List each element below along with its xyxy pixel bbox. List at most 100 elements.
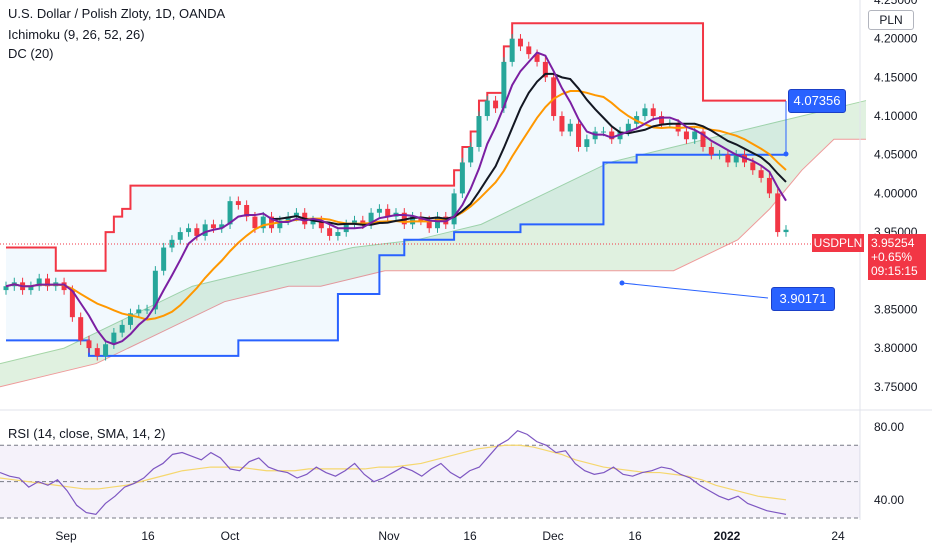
time-tick-label: Dec	[542, 529, 563, 543]
candle-body	[534, 54, 540, 62]
candle-body	[152, 270, 158, 310]
candle-body	[567, 123, 573, 132]
candle-body	[609, 131, 615, 140]
candle-body	[202, 224, 208, 236]
candle-body	[318, 220, 324, 229]
candle-body	[700, 131, 706, 147]
candle-body	[683, 131, 689, 140]
time-tick-label: 16	[141, 529, 155, 543]
candle-body	[468, 146, 474, 163]
candle-body	[186, 228, 192, 233]
donchian-channel	[6, 22, 786, 357]
candle-body	[235, 201, 241, 205]
candle-body	[244, 205, 250, 217]
lower-callout[interactable]: 3.90171	[771, 287, 835, 311]
candle-body	[750, 162, 756, 171]
candle-body	[111, 332, 117, 345]
dc-legend[interactable]: DC (20)	[8, 46, 54, 61]
candle-body	[210, 224, 216, 229]
candle-body	[3, 286, 9, 291]
candle-body	[509, 38, 515, 62]
candle-body	[310, 220, 316, 225]
candle-body	[293, 212, 299, 217]
price-tick-label: 3.80000	[874, 341, 918, 355]
candle-body	[252, 216, 258, 229]
senkou-span-b	[0, 138, 866, 388]
candle-body	[269, 216, 275, 229]
price-tick-label: 4.15000	[874, 70, 918, 84]
candle-body	[459, 162, 465, 194]
indicator-lines	[5, 51, 787, 346]
time-tick-label: 16	[628, 529, 642, 543]
candle-body	[144, 309, 150, 311]
tenkan-sen-line	[5, 51, 787, 346]
candle-body	[277, 220, 283, 229]
currency-label[interactable]: PLN	[868, 10, 914, 30]
candle-body	[434, 216, 440, 229]
candle-body	[642, 108, 648, 117]
candle-body	[783, 229, 789, 233]
upper-callout[interactable]: 4.07356	[788, 89, 846, 113]
rsi-pane: 80.00 40.00	[0, 420, 904, 519]
price-tick-label: 4.20000	[874, 32, 918, 46]
candle-body	[177, 232, 183, 240]
candle-body	[352, 220, 358, 225]
last-price-tag: 3.95254 +0.65% 09:15:15	[868, 234, 926, 280]
candle-body	[360, 220, 366, 225]
chart-title[interactable]: U.S. Dollar / Polish Zloty, 1D, OANDA	[8, 6, 226, 21]
time-tick-label: Nov	[378, 529, 399, 543]
candle-body	[733, 154, 739, 163]
last-price-change: +0.65%	[871, 250, 913, 264]
time-axis: Sep 16 Oct Nov 16 Dec 16 2022 24	[55, 529, 845, 543]
candle-body	[161, 247, 167, 271]
candle-body	[559, 116, 565, 132]
time-tick-label: 2022	[714, 529, 741, 543]
candle-body	[708, 146, 714, 155]
candle-body	[127, 313, 133, 325]
rsi-line	[0, 430, 787, 516]
candle-body	[426, 220, 432, 229]
time-tick-label: Sep	[55, 529, 77, 543]
candle-body	[368, 212, 374, 225]
lower-callout-anchor	[619, 280, 625, 286]
last-price-value: 3.95254	[871, 236, 915, 250]
candle-body	[493, 100, 499, 109]
rsi-tick-label: 80.00	[874, 420, 904, 434]
candle-body	[692, 131, 698, 140]
candle-body	[775, 193, 781, 233]
candle-body	[44, 278, 50, 287]
time-tick-label: Oct	[221, 529, 240, 543]
candle-body	[136, 309, 142, 314]
candle-body	[625, 123, 631, 132]
ichimoku-legend[interactable]: Ichimoku (9, 26, 52, 26)	[8, 27, 145, 42]
candlestick-series	[3, 34, 789, 361]
candle-body	[526, 46, 532, 55]
candle-body	[219, 224, 225, 229]
candle-body	[335, 232, 341, 236]
candle-body	[227, 201, 233, 225]
candle-body	[725, 154, 731, 163]
candle-body	[36, 278, 42, 287]
price-axis: 4.25000 4.20000 4.15000 4.10000 4.05000 4.000…	[874, 0, 918, 394]
candle-body	[28, 286, 34, 291]
candle-body	[542, 61, 548, 78]
rsi-legend[interactable]: RSI (14, close, SMA, 14, 2)	[8, 426, 166, 441]
candle-body	[385, 208, 391, 217]
candle-body	[517, 38, 523, 47]
price-tick-label: 4.25000	[874, 0, 918, 7]
time-tick-label: 16	[463, 529, 477, 543]
time-tick-label: 24	[831, 529, 845, 543]
candle-body	[69, 290, 75, 318]
candle-body	[600, 131, 606, 133]
candle-body	[376, 208, 382, 213]
candle-body	[584, 139, 590, 147]
bar-countdown: 09:15:15	[871, 264, 918, 278]
upper-callout-anchor	[783, 151, 789, 157]
candle-body	[659, 116, 665, 124]
candle-body	[476, 116, 482, 147]
candle-body	[501, 61, 507, 109]
donchian-lower	[6, 153, 786, 357]
candle-body	[94, 348, 100, 356]
candle-body	[86, 340, 92, 349]
